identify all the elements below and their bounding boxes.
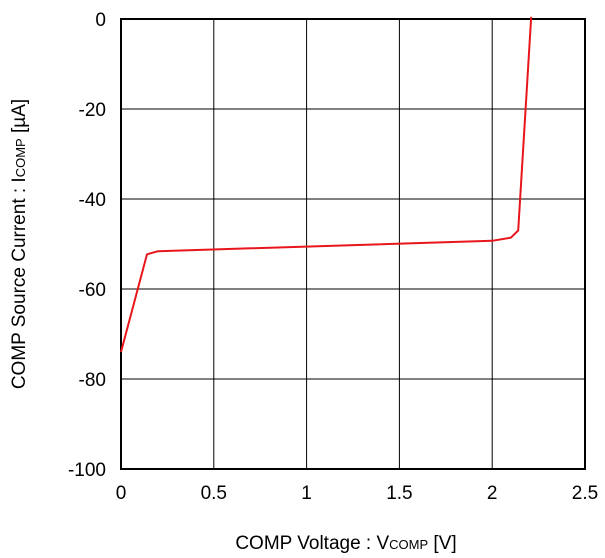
x-tick-label: 0.5 bbox=[201, 483, 227, 504]
series-layer bbox=[120, 16, 533, 353]
y-tick-label: -80 bbox=[79, 370, 106, 391]
x-tick-label: 2.5 bbox=[572, 483, 598, 504]
x-axis-title-prefix: COMP Voltage : V bbox=[235, 533, 389, 554]
series-line bbox=[120, 16, 533, 353]
x-tick-label: 2 bbox=[487, 483, 498, 504]
x-axis-title-suffix: [V] bbox=[428, 533, 457, 554]
y-axis-title-suffix: [µA] bbox=[9, 99, 30, 138]
y-tick-label: -20 bbox=[79, 100, 106, 121]
y-axis-ticks: 0 -20 -40 -60 -80 -100 bbox=[68, 10, 106, 481]
y-tick-label: -100 bbox=[68, 460, 106, 481]
y-axis-title: COMP Source Current : ICOMP [µA] bbox=[9, 99, 30, 389]
y-tick-label: -60 bbox=[79, 280, 106, 301]
x-axis-title: COMP Voltage : VCOMP [V] bbox=[235, 533, 456, 554]
y-tick-label: 0 bbox=[95, 10, 106, 31]
y-axis-title-prefix: COMP Source Current : I bbox=[9, 177, 30, 389]
y-axis-title-subscript: COMP bbox=[13, 138, 28, 177]
grid bbox=[121, 19, 585, 469]
x-axis-ticks: 0 0.5 1 1.5 2 2.5 bbox=[116, 483, 599, 504]
plot-area-frame bbox=[120, 18, 586, 470]
x-tick-label: 1.5 bbox=[386, 483, 412, 504]
x-tick-label: 0 bbox=[116, 483, 127, 504]
y-tick-label: -40 bbox=[79, 190, 106, 211]
x-tick-label: 1 bbox=[301, 483, 312, 504]
x-axis-title-subscript: COMP bbox=[389, 537, 428, 552]
